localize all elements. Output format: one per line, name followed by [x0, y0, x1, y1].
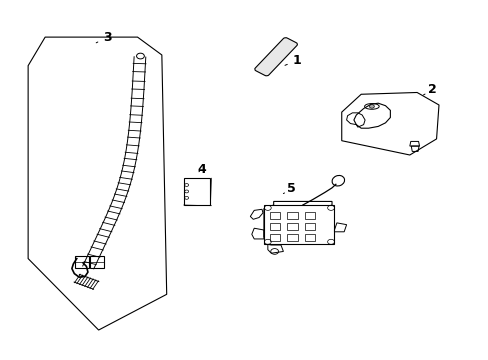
FancyBboxPatch shape: [304, 212, 315, 219]
FancyBboxPatch shape: [304, 223, 315, 230]
Text: 5: 5: [283, 183, 295, 195]
FancyBboxPatch shape: [264, 205, 334, 244]
Circle shape: [369, 105, 373, 108]
FancyBboxPatch shape: [254, 37, 297, 76]
Text: 3: 3: [96, 31, 111, 44]
FancyBboxPatch shape: [304, 234, 315, 241]
FancyBboxPatch shape: [287, 212, 297, 219]
FancyBboxPatch shape: [75, 256, 89, 267]
FancyBboxPatch shape: [269, 223, 280, 230]
Text: 1: 1: [285, 54, 301, 67]
FancyBboxPatch shape: [269, 212, 280, 219]
Text: 2: 2: [423, 84, 436, 96]
FancyBboxPatch shape: [183, 178, 210, 205]
FancyBboxPatch shape: [287, 223, 297, 230]
FancyBboxPatch shape: [287, 234, 297, 241]
FancyBboxPatch shape: [269, 234, 280, 241]
Text: 4: 4: [197, 163, 205, 176]
FancyBboxPatch shape: [90, 256, 104, 267]
